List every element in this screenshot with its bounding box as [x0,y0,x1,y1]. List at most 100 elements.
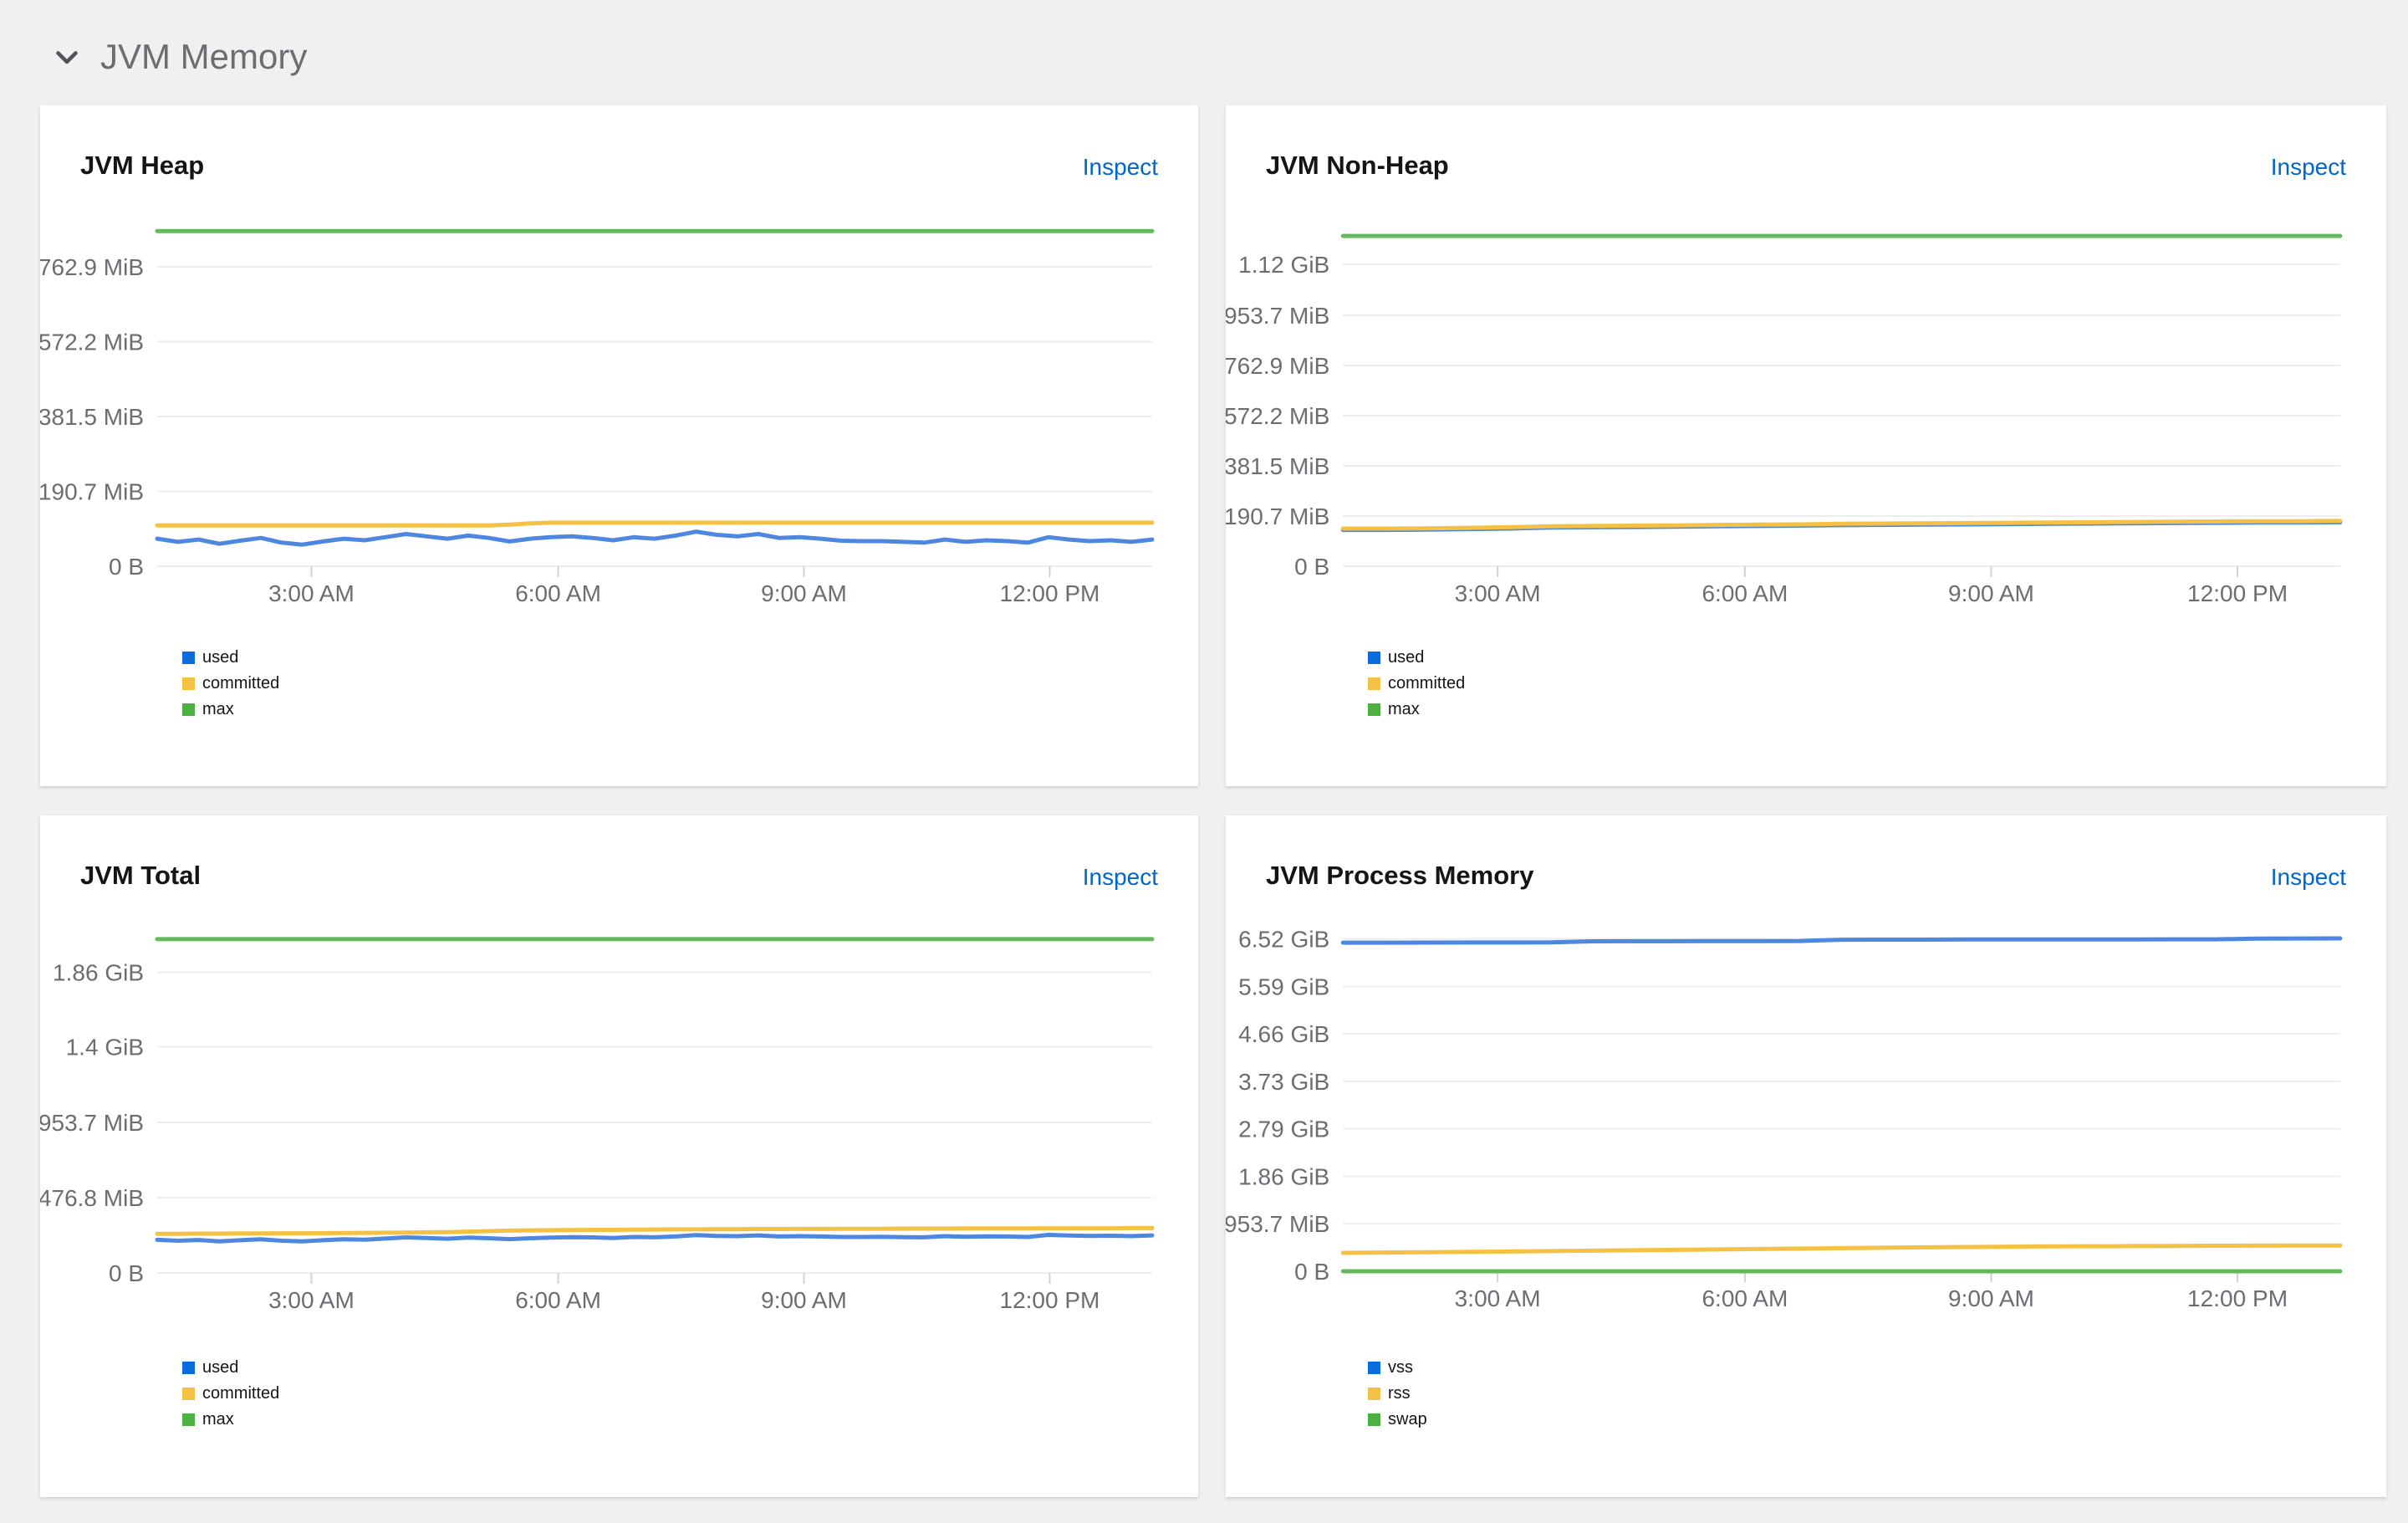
chart-legend: vss rss swap [1368,1357,1427,1429]
svg-text:762.9 MiB: 762.9 MiB [1226,353,1329,379]
svg-text:572.2 MiB: 572.2 MiB [1226,403,1329,429]
legend-label: committed [1388,674,1466,693]
svg-text:9:00 AM: 9:00 AM [1948,1285,2034,1311]
legend-item-committed: committed [182,673,279,693]
legend-label: max [202,1410,234,1428]
svg-text:190.7 MiB: 190.7 MiB [1226,503,1329,529]
inspect-link[interactable]: Inspect [1082,154,1158,180]
legend-swatch [182,1413,195,1426]
panel-title: JVM Total [80,861,202,890]
legend-item-max: max [182,1409,279,1429]
svg-text:953.7 MiB: 953.7 MiB [40,1110,144,1136]
legend-swatch [182,703,195,716]
svg-text:6:00 AM: 6:00 AM [1701,1285,1788,1311]
svg-text:953.7 MiB: 953.7 MiB [1226,1211,1329,1237]
legend-swatch [1368,1361,1380,1374]
svg-text:190.7 MiB: 190.7 MiB [40,478,144,504]
legend-item-committed: committed [182,1383,279,1403]
svg-text:12:00 PM: 12:00 PM [2187,580,2288,606]
legend-label: committed [202,1384,280,1403]
svg-text:1.86 GiB: 1.86 GiB [53,960,144,986]
legend-label: used [202,648,239,667]
panel-title: JVM Process Memory [1266,861,1534,890]
svg-text:1.4 GiB: 1.4 GiB [66,1034,144,1060]
legend-label: vss [1388,1358,1413,1377]
svg-text:3:00 AM: 3:00 AM [268,580,355,606]
panel-title: JVM Non-Heap [1266,151,1449,180]
svg-text:6:00 AM: 6:00 AM [515,580,601,606]
svg-text:762.9 MiB: 762.9 MiB [40,254,144,280]
legend-label: max [1388,700,1420,718]
chart-legend: used committed max [1368,647,1465,719]
legend-item-committed: committed [1368,673,1465,693]
inspect-link[interactable]: Inspect [2270,864,2346,890]
legend-label: rss [1388,1384,1411,1403]
panel-jvm-heap: 0 B 190.7 MiB 381.5 MiB 572.2 MiB 762.9 MiB 3… [40,105,1198,786]
legend-label: used [202,1358,239,1377]
svg-text:9:00 AM: 9:00 AM [761,580,847,606]
svg-text:3:00 AM: 3:00 AM [1455,1285,1541,1311]
svg-text:3:00 AM: 3:00 AM [268,1287,355,1313]
legend-swatch [182,1387,195,1400]
svg-text:953.7 MiB: 953.7 MiB [1226,303,1329,329]
chart-legend: used committed max [182,1357,279,1429]
svg-text:12:00 PM: 12:00 PM [1000,580,1100,606]
legend-swatch [182,1361,195,1374]
svg-text:0 B: 0 B [1294,1259,1329,1285]
jvm-process-memory-chart[interactable]: 0 B 953.7 MiB 1.86 GiB 2.79 GiB 3.73 GiB 4.66… [1226,815,2386,1497]
inspect-link[interactable]: Inspect [2270,154,2346,180]
svg-text:0 B: 0 B [109,1260,144,1286]
legend-swatch [1368,1413,1380,1426]
legend-label: used [1388,648,1425,667]
chevron-down-icon[interactable] [52,42,82,72]
legend-item-used: used [182,647,279,667]
legend-item-used: used [1368,647,1465,667]
svg-text:572.2 MiB: 572.2 MiB [40,329,144,355]
legend-swatch [1368,651,1380,664]
legend-label: committed [202,674,280,693]
svg-text:381.5 MiB: 381.5 MiB [1226,453,1329,479]
svg-text:3:00 AM: 3:00 AM [1455,580,1541,606]
svg-text:1.86 GiB: 1.86 GiB [1238,1163,1329,1189]
legend-item-rss: rss [1368,1383,1427,1403]
svg-text:5.59 GiB: 5.59 GiB [1238,974,1329,999]
svg-text:9:00 AM: 9:00 AM [761,1287,847,1313]
svg-text:2.79 GiB: 2.79 GiB [1238,1117,1329,1142]
legend-label: max [202,700,234,718]
legend-item-vss: vss [1368,1357,1427,1377]
svg-text:12:00 PM: 12:00 PM [1000,1287,1100,1313]
inspect-link[interactable]: Inspect [1082,864,1158,890]
section-header: JVM Memory [52,37,307,77]
svg-text:3.73 GiB: 3.73 GiB [1238,1069,1329,1095]
jvm-total-chart[interactable]: 0 B 476.8 MiB 953.7 MiB 1.4 GiB 1.86 GiB 3:00… [40,815,1198,1497]
svg-text:1.12 GiB: 1.12 GiB [1238,252,1329,278]
legend-item-used: used [182,1357,279,1377]
panel-jvm-process-memory: 0 B 953.7 MiB 1.86 GiB 2.79 GiB 3.73 GiB 4.66… [1226,815,2386,1497]
svg-text:0 B: 0 B [109,554,144,580]
legend-item-max: max [1368,699,1465,719]
svg-text:381.5 MiB: 381.5 MiB [40,404,144,430]
legend-swatch [1368,677,1380,690]
svg-text:6.52 GiB: 6.52 GiB [1238,927,1329,953]
legend-swatch [1368,703,1380,716]
legend-swatch [182,677,195,690]
section-title: JVM Memory [100,37,308,76]
panel-jvm-total: 0 B 476.8 MiB 953.7 MiB 1.4 GiB 1.86 GiB 3:00… [40,815,1198,1497]
legend-swatch [1368,1387,1380,1400]
svg-text:0 B: 0 B [1294,554,1329,580]
panel-jvm-non-heap: 0 B 190.7 MiB 381.5 MiB 572.2 MiB 762.9 MiB 9… [1226,105,2386,786]
svg-text:6:00 AM: 6:00 AM [515,1287,601,1313]
jvm-heap-chart[interactable]: 0 B 190.7 MiB 381.5 MiB 572.2 MiB 762.9 MiB 3… [40,105,1198,786]
svg-text:4.66 GiB: 4.66 GiB [1238,1021,1329,1047]
legend-item-swap: swap [1368,1409,1427,1429]
svg-text:12:00 PM: 12:00 PM [2187,1285,2288,1311]
legend-swatch [182,651,195,664]
svg-text:9:00 AM: 9:00 AM [1948,580,2034,606]
svg-text:6:00 AM: 6:00 AM [1701,580,1788,606]
svg-text:476.8 MiB: 476.8 MiB [40,1185,144,1211]
legend-label: swap [1388,1410,1427,1428]
legend-item-max: max [182,699,279,719]
jvm-non-heap-chart[interactable]: 0 B 190.7 MiB 381.5 MiB 572.2 MiB 762.9 MiB 9… [1226,105,2386,786]
chart-legend: used committed max [182,647,279,719]
panel-title: JVM Heap [80,151,205,180]
